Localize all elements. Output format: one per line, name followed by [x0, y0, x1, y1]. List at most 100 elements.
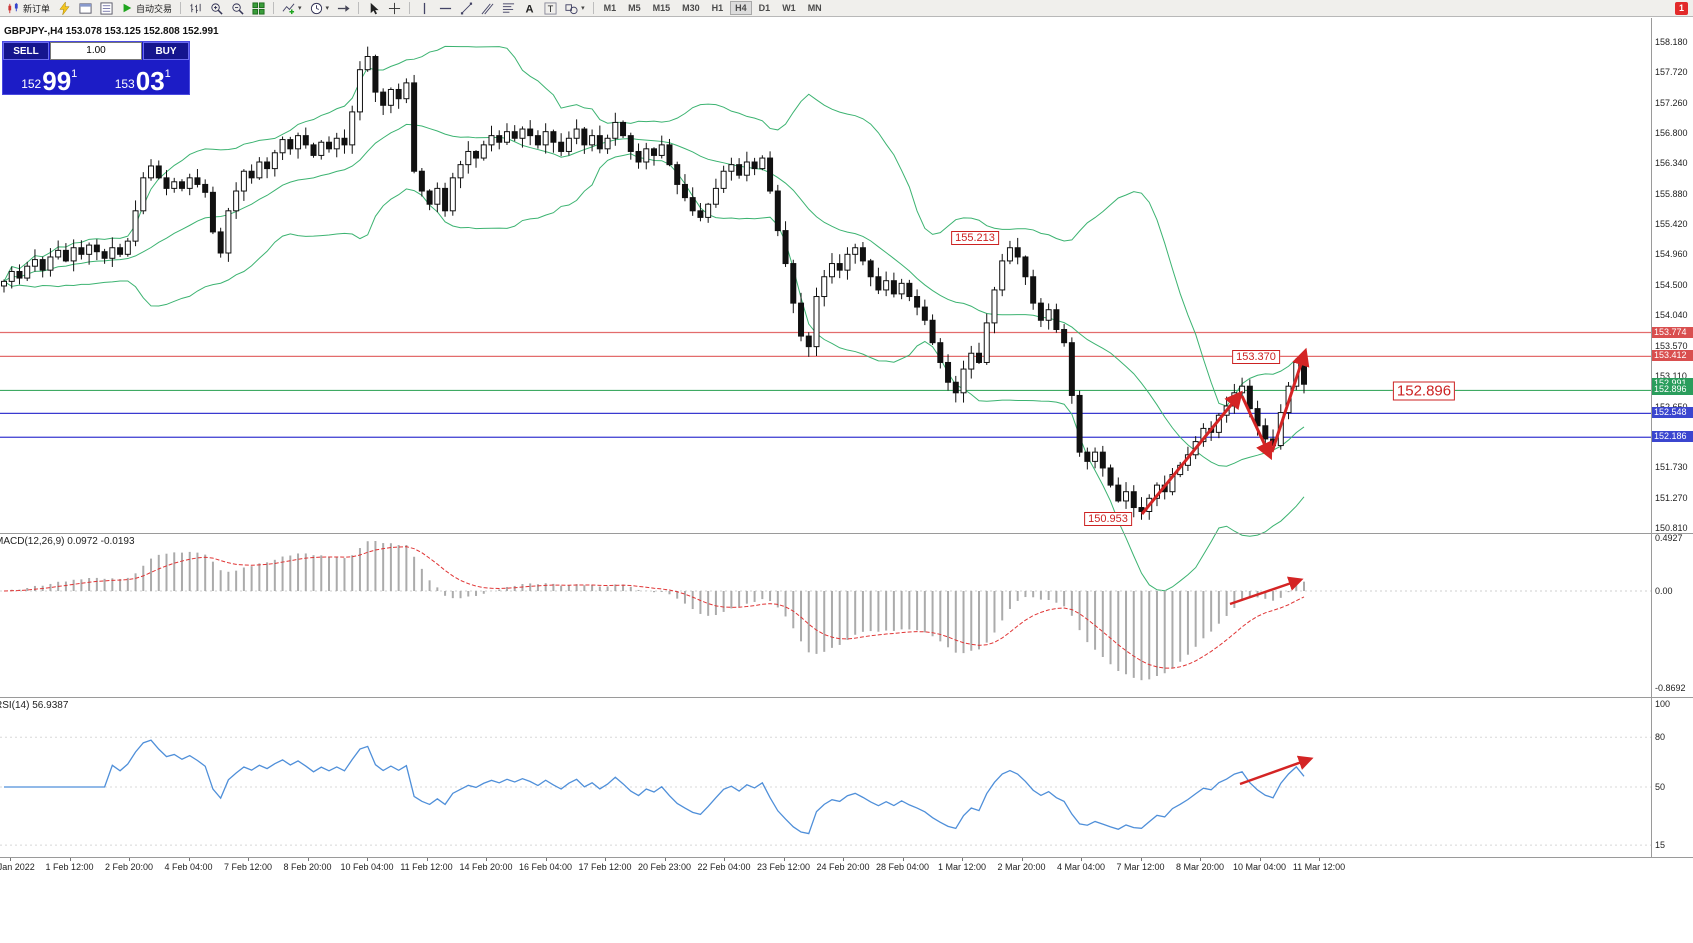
- time-axis-label: 8 Mar 20:00: [1175, 862, 1225, 872]
- profiles-button[interactable]: [55, 1, 74, 16]
- timeframe-bar: M1 M5 M15 M30 H1 H4 D1 W1 MN: [598, 1, 828, 15]
- timeframe-m1[interactable]: M1: [599, 1, 622, 15]
- auto-trading-button[interactable]: 自动交易: [118, 1, 175, 16]
- panel-separator[interactable]: [0, 697, 1693, 698]
- chart-shift-button[interactable]: [334, 1, 353, 16]
- charts-window-button[interactable]: [76, 1, 95, 16]
- timeframe-m15[interactable]: M15: [648, 1, 676, 15]
- time-tick: [783, 858, 785, 861]
- price-annotation: 155.213: [951, 231, 999, 245]
- time-tick: [248, 858, 249, 861]
- timeframe-m30[interactable]: M30: [677, 1, 705, 15]
- time-tick: [724, 858, 725, 861]
- rsi-label: RSI(14) 56.9387: [0, 700, 69, 711]
- macd-axis-label: 0.00: [1655, 586, 1673, 596]
- list-icon: [100, 1, 113, 15]
- price-tag: 152.186: [1652, 431, 1693, 443]
- sell-price[interactable]: 152 99 1: [21, 65, 78, 96]
- time-axis-label: 23 Feb 12:00: [756, 862, 811, 872]
- horizontal-line-icon: [439, 2, 452, 15]
- toolbar-separator: [358, 2, 360, 14]
- timeframe-h1[interactable]: H1: [707, 1, 729, 15]
- time-tick: [69, 858, 71, 861]
- price-axis-label: 153.570: [1655, 340, 1688, 351]
- horizontal-line-button[interactable]: [436, 1, 455, 16]
- time-axis-label: 7 Mar 12:00: [1116, 862, 1165, 872]
- time-axis-label: 10 Mar 04:00: [1232, 862, 1287, 872]
- price-axis-label: 154.500: [1655, 279, 1688, 290]
- toolbar-separator: [273, 2, 275, 14]
- zoom-out-icon: [231, 2, 244, 15]
- channel-button[interactable]: [478, 1, 497, 16]
- fibonacci-button[interactable]: [499, 1, 518, 16]
- timeframe-m5[interactable]: M5: [623, 1, 646, 15]
- indicator-add-icon: [282, 2, 295, 15]
- periods-button[interactable]: ▾: [307, 1, 333, 16]
- crosshair-button[interactable]: [385, 1, 404, 16]
- macd-axis-label: 0.4927: [1655, 533, 1683, 543]
- price-axis-divider: [1651, 18, 1652, 857]
- price-annotation: 150.953: [1084, 512, 1132, 526]
- clock-icon: [310, 2, 323, 15]
- time-tick: [307, 858, 309, 861]
- trendline-button[interactable]: [457, 1, 476, 16]
- label-button[interactable]: T: [541, 1, 560, 16]
- price-axis-label: 157.260: [1655, 97, 1688, 108]
- time-axis-label: 22 Feb 04:00: [697, 862, 751, 872]
- price-axis-label: 152.650: [1655, 402, 1688, 412]
- sell-button[interactable]: SELL: [3, 42, 49, 60]
- panel-separator[interactable]: [0, 533, 1693, 534]
- indicators-button[interactable]: ▾: [279, 1, 305, 16]
- channel-icon: [481, 2, 494, 15]
- new-order-label: 新订单: [23, 3, 51, 14]
- price-axis-label: 151.730: [1655, 462, 1688, 473]
- buy-price[interactable]: 153 03 1: [114, 65, 171, 96]
- symbol-ohlc-readout: GBPJPY-,H4 153.078 153.125 152.808 152.9…: [4, 26, 219, 37]
- vertical-line-button[interactable]: [415, 1, 434, 16]
- zoom-in-button[interactable]: [207, 1, 226, 16]
- time-axis-label: 4 Feb 04:00: [164, 862, 213, 872]
- svg-text:T: T: [548, 4, 554, 14]
- new-order-button[interactable]: 新订单: [4, 1, 53, 16]
- time-tick: [962, 858, 963, 861]
- macd-label: MACD(12,26,9) 0.0972 -0.0193: [0, 536, 135, 547]
- time-tick: [605, 858, 606, 861]
- tile-windows-button[interactable]: [249, 1, 268, 16]
- chart-shift-icon: [337, 2, 350, 15]
- notification-badge[interactable]: 1: [1674, 1, 1688, 15]
- tile-windows-icon: [252, 1, 265, 15]
- volume-input[interactable]: 1.00: [50, 42, 142, 60]
- shapes-button[interactable]: ▾: [562, 1, 588, 16]
- price-axis[interactable]: 158.180 157.720 157.260 156.800 156.340 155.8…: [1652, 18, 1693, 857]
- chart-canvas[interactable]: [0, 0, 1651, 857]
- time-tick: [1319, 858, 1320, 861]
- trendline-icon: [460, 2, 473, 15]
- zoom-in-icon: [210, 2, 223, 15]
- cursor-button[interactable]: [364, 1, 383, 16]
- time-axis[interactable]: 31 Jan 2022 1 Feb 12:00 2 Feb 20:00 4 Feb 0…: [0, 858, 1693, 878]
- auto-trading-label: 自动交易: [136, 3, 173, 14]
- data-window-button[interactable]: [97, 1, 116, 16]
- label-t-icon: T: [544, 1, 557, 15]
- price-tag: 152.548: [1652, 407, 1693, 419]
- time-axis-label: 24 Feb 20:00: [816, 862, 870, 872]
- timeframe-w1[interactable]: W1: [777, 1, 801, 15]
- zoom-out-button[interactable]: [228, 1, 247, 16]
- chevron-down-icon: ▾: [325, 4, 330, 12]
- text-button[interactable]: A: [520, 1, 539, 16]
- rsi-axis-label: 15: [1655, 840, 1666, 850]
- timeframe-mn[interactable]: MN: [803, 1, 827, 15]
- bar-chart-button[interactable]: [186, 1, 205, 16]
- timeframe-d1[interactable]: D1: [754, 1, 776, 15]
- vertical-line-icon: [418, 2, 431, 15]
- time-tick: [843, 858, 844, 861]
- time-tick: [902, 858, 904, 861]
- timeframe-h4[interactable]: H4: [730, 1, 752, 15]
- price-axis-label: 151.270: [1655, 492, 1688, 503]
- price-axis-label: 153.110: [1655, 371, 1687, 382]
- time-axis-label: 11 Feb 12:00: [400, 862, 453, 872]
- time-axis-label: 8 Feb 20:00: [283, 862, 332, 872]
- buy-button[interactable]: BUY: [143, 42, 189, 60]
- price-axis-label: 156.340: [1655, 158, 1688, 169]
